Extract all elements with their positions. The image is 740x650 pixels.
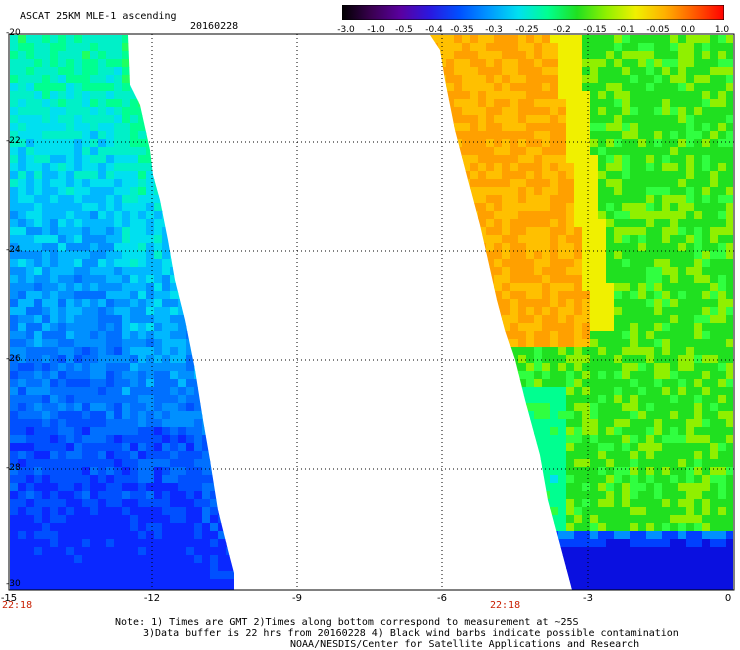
- colorbar-label: -3.0: [337, 25, 355, 35]
- colorbar-label: -0.1: [617, 25, 635, 35]
- left-data-swath: [10, 35, 234, 590]
- colorbar-label: -0.3: [485, 25, 503, 35]
- time-label-right: 22:18: [490, 600, 521, 611]
- note-line-1: Note: 1) Times are GMT 2)Times along bot…: [115, 617, 579, 628]
- longitude-label: -15: [0, 593, 18, 604]
- colorbar-label: -0.15: [583, 25, 607, 35]
- colorbar-label: 1.0: [714, 25, 730, 35]
- note-line-2: 3)Data buffer is 22 hrs from 20160228 4)…: [143, 628, 679, 639]
- latitude-label: -28: [6, 463, 21, 473]
- latitude-label: -24: [6, 245, 21, 255]
- colorbar-label: -0.25: [515, 25, 539, 35]
- colorbar-label: 0.0: [680, 25, 696, 35]
- colorbar-labels: -3.0 -1.0 -0.5 -0.4 -0.35 -0.3 -0.25 -0.2 -0.15-…: [336, 25, 740, 37]
- colorbar-label: -1.0: [367, 25, 385, 35]
- colorbar-label: -0.2: [553, 25, 571, 35]
- latitude-label: -22: [6, 136, 21, 146]
- latitude-label: -30: [6, 579, 21, 589]
- longitude-label: -6: [437, 593, 447, 604]
- time-label-left: 22:18: [2, 600, 33, 611]
- longitude-label: -12: [143, 593, 161, 604]
- product-date: 20160228: [190, 21, 239, 32]
- colorbar-label: -0.35: [450, 25, 474, 35]
- colorbar-label: -0.4: [425, 25, 443, 35]
- colorbar: [342, 5, 724, 20]
- latitude-label: -26: [6, 354, 21, 364]
- map-frame: [8, 33, 735, 591]
- latitude-label: -20: [6, 28, 21, 38]
- longitude-label: 0: [724, 593, 732, 604]
- longitude-label: -9: [292, 593, 302, 604]
- note-line-3: NOAA/NESDIS/Center for Satellite Applica…: [290, 639, 640, 650]
- longitude-label: -3: [583, 593, 593, 604]
- product-title: ASCAT 25KM MLE-1 ascending: [20, 11, 177, 22]
- lat-lon-grid: [9, 34, 734, 590]
- colorbar-label: -0.05: [646, 25, 670, 35]
- colorbar-label: -0.5: [395, 25, 413, 35]
- right-data-swath: [430, 35, 733, 590]
